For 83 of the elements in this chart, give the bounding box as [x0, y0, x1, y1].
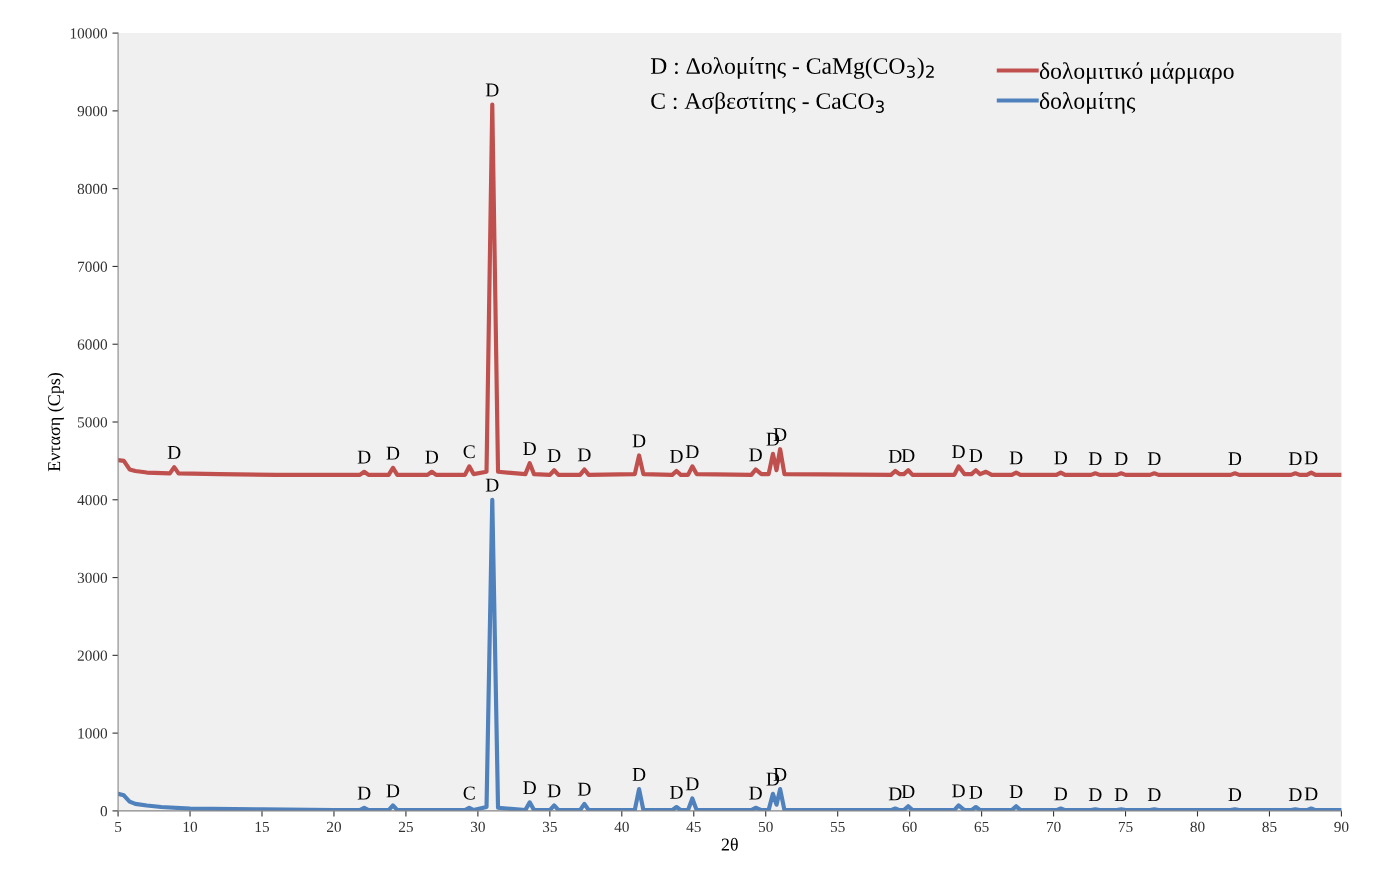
annotation: D [523, 442, 536, 455]
annotation: D [1288, 452, 1302, 466]
x-tick-label: 45 [686, 821, 701, 833]
annotation: D [1228, 788, 1242, 802]
annotation: D : Δολομίτης - CaMg(CO$_{3}$)$_{2}$ [650, 57, 934, 79]
annotation: D [632, 434, 646, 448]
x-tick-label: 25 [398, 821, 413, 833]
y-tick-label: 10000 [70, 28, 108, 39]
annotation: D [485, 83, 499, 97]
y-tick-label: 7000 [78, 261, 108, 272]
y-tick-label: 4000 [77, 494, 108, 506]
x-tick-label: 80 [1190, 821, 1205, 833]
x-axis-title: 2θ [721, 837, 738, 851]
annotation: D [632, 768, 646, 781]
annotation: D [1088, 452, 1102, 466]
annotation: D [685, 777, 699, 791]
annotation: D [952, 445, 965, 459]
x-tick-label: 30 [470, 821, 485, 833]
annotation: D [969, 449, 983, 462]
annotation: D [485, 478, 499, 492]
annotation: D [357, 450, 371, 464]
annotation: D [685, 445, 699, 459]
annotation: D [901, 785, 915, 798]
y-tick-label: 5000 [77, 417, 108, 428]
annotation: D [1054, 787, 1068, 801]
annotation: C [463, 786, 475, 800]
annotation: D [1054, 451, 1068, 465]
annotation: D [386, 784, 400, 798]
x-tick-label: 60 [902, 821, 917, 833]
annotation: D [547, 784, 561, 798]
y-tick-label: 9000 [77, 106, 108, 117]
x-tick-label: 5 [115, 821, 122, 833]
y-tick-label: 2000 [77, 650, 108, 661]
annotation: D [1009, 785, 1023, 798]
y-tick-label: 0 [100, 806, 108, 817]
annotation: D [1088, 788, 1102, 802]
annotation: D [670, 785, 683, 799]
annotation: D [1288, 788, 1302, 802]
x-tick-label: 15 [255, 821, 270, 833]
annotation: D [386, 446, 400, 460]
annotation: D [523, 781, 536, 795]
x-tick-label: 55 [830, 821, 845, 833]
annotation: D [749, 786, 762, 800]
x-tick-label: 70 [1046, 821, 1061, 833]
annotation: D [969, 785, 983, 799]
y-tick-label: 6000 [77, 339, 108, 350]
annotation: D [749, 448, 762, 462]
annotation: D [547, 449, 561, 462]
annotation: D [1304, 451, 1318, 465]
y-tick-label: 1000 [78, 728, 108, 739]
y-axis-title: Ενταση (Cps) [47, 372, 64, 472]
annotation: D [577, 448, 591, 462]
annotation: C [463, 445, 475, 459]
annotation: D [901, 449, 915, 462]
x-tick-label: 20 [326, 821, 342, 833]
x-tick-label: 35 [542, 821, 557, 833]
x-tick-label: 75 [1118, 821, 1133, 833]
x-tick-label: 90 [1334, 821, 1349, 833]
annotation: D [1147, 788, 1161, 802]
annotation: D [888, 449, 902, 463]
y-tick-label: 3000 [77, 572, 108, 584]
x-tick-label: 65 [974, 821, 989, 833]
annotation: D [670, 449, 683, 463]
legend-label: δολομιτικό μάρμαρο [1039, 62, 1234, 84]
annotation: D [1147, 452, 1161, 466]
legend-label: δολομίτης [1039, 92, 1136, 114]
x-tick-label: 40 [614, 821, 629, 833]
annotation: D [1304, 787, 1318, 801]
annotation: C : Ασβεστίτης - CaCO$_{3}$ [651, 92, 884, 114]
x-tick-label: 85 [1262, 821, 1277, 833]
annotation: D [952, 784, 965, 798]
annotation: D [167, 446, 181, 459]
x-tick-label: 10 [183, 821, 198, 833]
y-tick-label: 8000 [77, 183, 108, 195]
annotation: D [357, 786, 371, 800]
annotation: D [1228, 452, 1242, 466]
annotation: D [1114, 788, 1128, 802]
x-tick-label: 50 [758, 821, 773, 833]
annotation: D [888, 787, 902, 801]
annotation: D [425, 450, 439, 464]
annotation: D [1114, 452, 1128, 466]
annotation: D [1009, 451, 1023, 465]
annotation: D [577, 782, 591, 796]
